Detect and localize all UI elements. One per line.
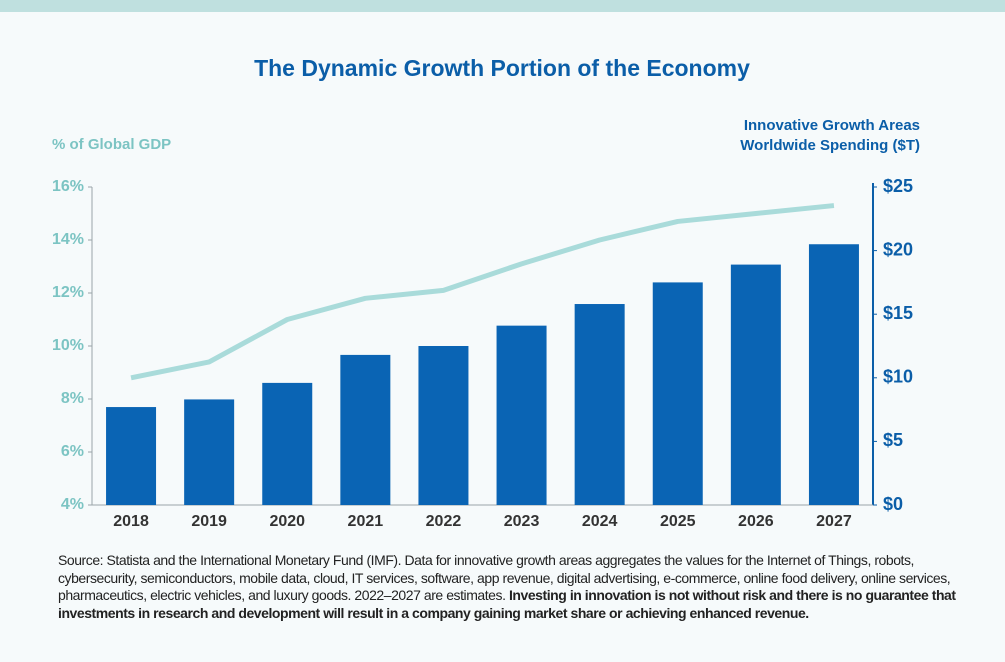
y2-axis-label: Worldwide Spending ($T) (740, 137, 920, 154)
source-disclaimer: Investing in innovation is not without r… (58, 587, 956, 621)
y2-tick-label: $15 (883, 303, 913, 323)
bar (340, 354, 391, 505)
y-tick-label: 16% (52, 178, 84, 195)
source-note: Source: Statista and the International M… (58, 552, 963, 622)
y2-tick-label: $25 (883, 176, 913, 196)
y-tick-label: 10% (52, 337, 84, 354)
x-tick-label: 2021 (348, 513, 384, 530)
bar (808, 244, 859, 506)
source-text: Source: Statista and the International M… (58, 552, 951, 603)
chart: The Dynamic Growth Portion of the Econom… (52, 55, 920, 530)
x-tick-label: 2024 (582, 513, 618, 530)
x-tick-label: 2025 (660, 513, 696, 530)
y2-tick-label: $0 (883, 494, 903, 514)
x-tick-label: 2026 (738, 513, 774, 530)
y-axis-label: % of Global GDP (52, 136, 171, 153)
bar (184, 399, 235, 505)
bar (652, 282, 703, 505)
bar (418, 346, 469, 505)
chart-title: The Dynamic Growth Portion of the Econom… (254, 55, 750, 81)
x-tick-label: 2023 (504, 513, 540, 530)
top-band (0, 0, 1005, 12)
x-tick-label: 2019 (191, 513, 227, 530)
y2-tick-label: $20 (883, 239, 913, 259)
y2-tick-label: $5 (883, 430, 903, 450)
bar (106, 407, 157, 505)
bar (730, 264, 781, 505)
x-tick-label: 2027 (816, 513, 852, 530)
bar (574, 304, 625, 505)
y-tick-label: 12% (52, 284, 84, 301)
bar (262, 382, 313, 505)
y-tick-label: 6% (61, 443, 84, 460)
y-tick-label: 8% (61, 390, 84, 407)
y-tick-label: 14% (52, 231, 84, 248)
x-tick-label: 2022 (426, 513, 462, 530)
bar (496, 325, 547, 505)
y2-tick-label: $10 (883, 367, 913, 387)
x-tick-label: 2018 (113, 513, 149, 530)
y-tick-label: 4% (61, 496, 84, 513)
x-tick-label: 2020 (269, 513, 305, 530)
y2-axis-label: Innovative Growth Areas (744, 117, 920, 134)
line (130, 203, 835, 381)
